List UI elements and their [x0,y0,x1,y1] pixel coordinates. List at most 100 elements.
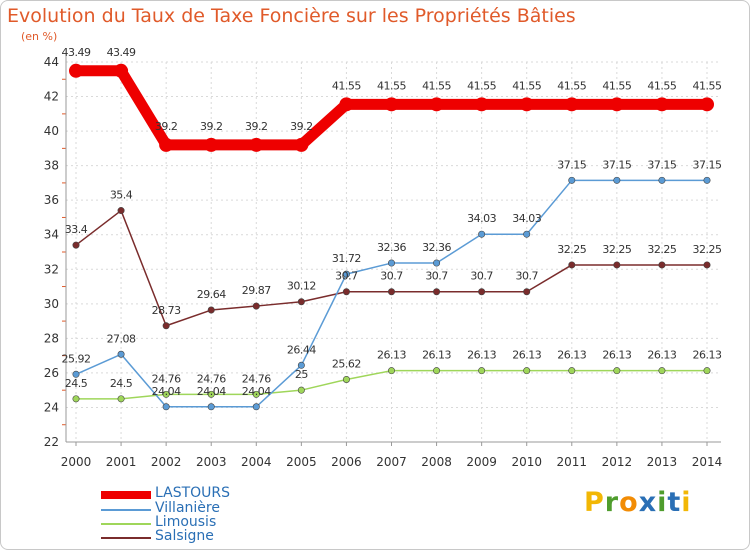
data-point [342,288,350,296]
legend-swatch-lastours [101,491,151,499]
y-tick-label: 22 [44,435,59,449]
data-point [114,63,129,78]
data-point [429,97,444,112]
y-tick-label: 30 [44,297,59,311]
data-label: 25.92 [62,352,91,365]
data-point [162,390,170,398]
y-tick-label: 26 [44,366,59,380]
x-tick-label: 2000 [61,455,92,469]
data-label: 37.15 [647,158,676,171]
data-point [252,302,260,310]
data-point [387,288,395,296]
data-point [519,97,534,112]
data-label: 34.03 [467,212,496,225]
x-tick-label: 2003 [196,455,227,469]
data-label: 28.73 [152,304,181,317]
logo-letter: r [604,487,620,518]
logo-letter: t [667,487,682,518]
data-point [162,403,170,411]
y-tick-label: 38 [44,159,59,173]
legend-label-lastours: LASTOURS [155,485,231,501]
data-label: 37.15 [557,158,586,171]
data-label: 32.25 [557,243,586,256]
logo-letter: o [619,487,639,518]
data-point [297,361,305,369]
data-point [613,176,621,184]
data-label: 30.7 [515,270,538,283]
data-label: 34.03 [512,212,541,225]
data-label: 26.13 [422,349,451,362]
data-point [72,370,80,378]
data-point [474,97,489,112]
legend-label-salsigne: Salsigne [155,528,214,544]
data-label: 27.08 [107,332,136,345]
x-tick-label: 2001 [106,455,137,469]
data-point [342,270,350,278]
data-label: 41.55 [602,79,631,92]
data-label: 39.2 [245,120,268,133]
data-point [654,97,669,112]
data-label: 41.55 [693,79,722,92]
data-point [523,288,531,296]
data-point [433,259,441,267]
data-label: 30.12 [287,280,316,293]
data-point [700,97,714,112]
data-point [162,322,170,330]
data-label: 26.13 [647,349,676,362]
data-point [433,288,441,296]
data-point [339,97,354,112]
data-label: 30.7 [470,270,493,283]
data-label: 26.13 [557,349,586,362]
logo-letter: P [584,487,605,518]
data-label: 41.55 [332,79,361,92]
data-label: 29.64 [197,288,226,301]
data-point [703,176,711,184]
data-label: 24.5 [110,377,133,390]
data-point [478,288,486,296]
data-label: 41.55 [377,79,406,92]
data-point [613,367,621,375]
data-label: 35.4 [110,189,133,202]
proxiti-logo: Proxiti [584,487,692,518]
data-point [568,367,576,375]
data-point [207,390,215,398]
data-label: 30.7 [425,270,448,283]
chart-subtitle: (en %) [21,30,58,43]
data-label: 33.4 [65,223,88,236]
data-point [433,367,441,375]
data-label: 43.49 [62,46,91,59]
data-point [658,176,666,184]
data-label: 30.7 [335,270,358,283]
data-label: 24.76 [152,372,181,385]
data-point [117,395,125,403]
x-tick-label: 2005 [286,455,317,469]
data-point [387,259,395,267]
data-label: 24.76 [197,372,226,385]
legend-swatch-villaniere [101,509,151,511]
data-label: 32.25 [647,243,676,256]
data-point [703,367,711,375]
data-point [72,395,80,403]
x-tick-label: 2010 [511,455,542,469]
data-label: 26.44 [287,343,316,356]
data-point [523,230,531,238]
data-point [117,207,125,215]
data-label: 32.25 [693,243,722,256]
data-point [204,137,219,152]
data-label: 26.13 [602,349,631,362]
data-point [478,230,486,238]
x-tick-label: 2012 [602,455,633,469]
data-point [249,137,264,152]
data-point [564,97,579,112]
y-tick-label: 24 [44,400,59,414]
y-tick-label: 44 [44,55,59,69]
data-point [523,367,531,375]
data-label: 41.55 [557,79,586,92]
data-label: 29.87 [242,284,271,297]
data-label: 26.13 [512,349,541,362]
data-label: 39.2 [290,120,313,133]
logo-letter: i [681,487,692,518]
data-label: 25 [295,368,308,381]
